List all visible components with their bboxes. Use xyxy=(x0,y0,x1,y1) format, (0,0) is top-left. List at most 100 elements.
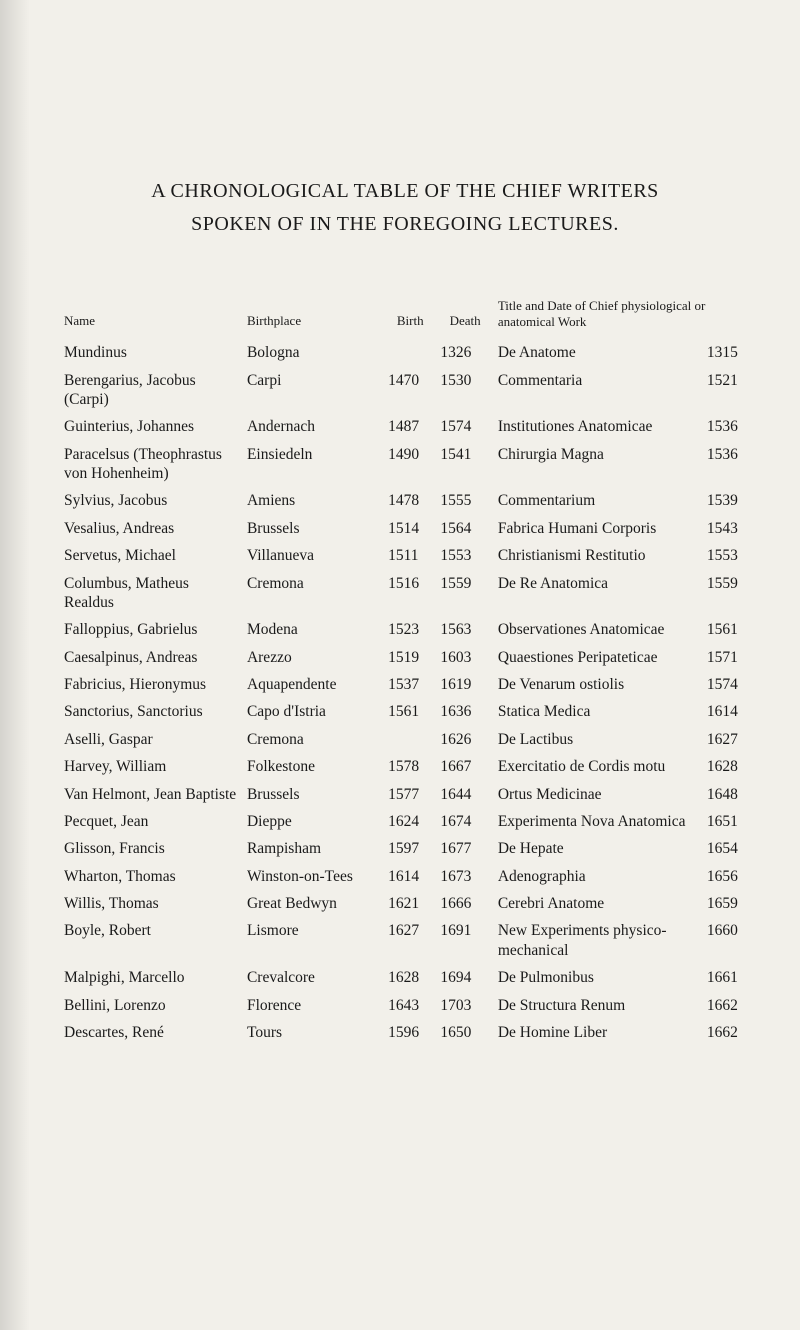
cell-work: Quaestiones Peripateticae xyxy=(494,644,703,671)
header-birth: Birth xyxy=(384,296,436,339)
cell-workdate: 1662 xyxy=(703,992,750,1019)
cell-birthplace: Cremona xyxy=(243,570,384,617)
cell-death: 1619 xyxy=(436,671,493,698)
cell-birthplace: Dieppe xyxy=(243,808,384,835)
cell-birthplace: Aquapendente xyxy=(243,671,384,698)
cell-work: De Pulmonibus xyxy=(494,964,703,991)
cell-name: Willis, Thomas xyxy=(60,890,243,917)
cell-workdate: 1660 xyxy=(703,917,750,964)
cell-birthplace: Carpi xyxy=(243,367,384,414)
table-header-row: Name Birthplace Birth Death Title and Da… xyxy=(60,296,750,339)
cell-name: Paracelsus (Theophrastus von Hohenheim) xyxy=(60,441,243,488)
cell-death: 1530 xyxy=(436,367,493,414)
table-row: Harvey, WilliamFolkestone15781667Exercit… xyxy=(60,753,750,780)
cell-birth: 1614 xyxy=(384,863,436,890)
cell-birthplace: Great Bedwyn xyxy=(243,890,384,917)
table-row: Malpighi, MarcelloCrevalcore16281694De P… xyxy=(60,964,750,991)
cell-birthplace: Einsiedeln xyxy=(243,441,384,488)
cell-work: Institutiones Anatomicae xyxy=(494,413,703,440)
cell-work: Exercitatio de Cordis motu xyxy=(494,753,703,780)
table-row: Servetus, MichaelVillanueva15111553Chris… xyxy=(60,542,750,569)
title-line-1: A CHRONOLOGICAL TABLE OF THE CHIEF WRITE… xyxy=(60,180,750,203)
cell-work: Experimenta Nova Anatomica xyxy=(494,808,703,835)
cell-work: Cerebri Anatome xyxy=(494,890,703,917)
cell-birthplace: Tours xyxy=(243,1019,384,1046)
cell-birth: 1596 xyxy=(384,1019,436,1046)
cell-death: 1564 xyxy=(436,515,493,542)
table-body: MundinusBologna1326De Anatome1315Berenga… xyxy=(60,339,750,1046)
cell-name: Van Helmont, Jean Baptiste xyxy=(60,781,243,808)
cell-name: Boyle, Robert xyxy=(60,917,243,964)
cell-work: New Experiments physico-mechanical xyxy=(494,917,703,964)
cell-birthplace: Capo d'Istria xyxy=(243,698,384,725)
header-name: Name xyxy=(60,296,243,339)
cell-name: Glisson, Francis xyxy=(60,835,243,862)
cell-birth: 1514 xyxy=(384,515,436,542)
cell-name: Sylvius, Jacobus xyxy=(60,487,243,514)
cell-name: Servetus, Michael xyxy=(60,542,243,569)
cell-work: De Structura Renum xyxy=(494,992,703,1019)
cell-workdate: 1536 xyxy=(703,413,750,440)
cell-birth xyxy=(384,339,436,366)
cell-name: Fabricius, Hieronymus xyxy=(60,671,243,698)
cell-work: Fabrica Humani Corporis xyxy=(494,515,703,542)
cell-birthplace: Lismore xyxy=(243,917,384,964)
cell-workdate: 1662 xyxy=(703,1019,750,1046)
cell-birthplace: Folkestone xyxy=(243,753,384,780)
table-row: Columbus, Matheus RealdusCremona15161559… xyxy=(60,570,750,617)
cell-work: Ortus Medicinae xyxy=(494,781,703,808)
cell-workdate: 1648 xyxy=(703,781,750,808)
writers-table: Name Birthplace Birth Death Title and Da… xyxy=(60,296,750,1046)
table-row: Falloppius, GabrielusModena15231563Obser… xyxy=(60,616,750,643)
table-row: Willis, ThomasGreat Bedwyn16211666Cerebr… xyxy=(60,890,750,917)
cell-workdate: 1571 xyxy=(703,644,750,671)
cell-work: Observationes Anatomicae xyxy=(494,616,703,643)
cell-birth: 1624 xyxy=(384,808,436,835)
cell-work: De Anatome xyxy=(494,339,703,366)
table-row: Pecquet, JeanDieppe16241674Experimenta N… xyxy=(60,808,750,835)
cell-birth: 1537 xyxy=(384,671,436,698)
title-block: A CHRONOLOGICAL TABLE OF THE CHIEF WRITE… xyxy=(60,180,750,236)
cell-workdate: 1661 xyxy=(703,964,750,991)
cell-birth: 1578 xyxy=(384,753,436,780)
cell-work: Commentarium xyxy=(494,487,703,514)
cell-death: 1666 xyxy=(436,890,493,917)
cell-death: 1559 xyxy=(436,570,493,617)
cell-birthplace: Brussels xyxy=(243,515,384,542)
cell-work: De Homine Liber xyxy=(494,1019,703,1046)
cell-workdate: 1628 xyxy=(703,753,750,780)
cell-birthplace: Bologna xyxy=(243,339,384,366)
cell-workdate: 1315 xyxy=(703,339,750,366)
cell-death: 1694 xyxy=(436,964,493,991)
cell-name: Caesalpinus, Andreas xyxy=(60,644,243,671)
cell-name: Bellini, Lorenzo xyxy=(60,992,243,1019)
cell-birthplace: Villanueva xyxy=(243,542,384,569)
table-row: Bellini, LorenzoFlorence16431703De Struc… xyxy=(60,992,750,1019)
cell-birth: 1478 xyxy=(384,487,436,514)
cell-workdate: 1536 xyxy=(703,441,750,488)
cell-name: Sanctorius, Sanctorius xyxy=(60,698,243,725)
cell-birth: 1519 xyxy=(384,644,436,671)
cell-workdate: 1561 xyxy=(703,616,750,643)
cell-work: De Hepate xyxy=(494,835,703,862)
cell-birth: 1628 xyxy=(384,964,436,991)
title-line-2: SPOKEN OF IN THE FOREGOING LECTURES. xyxy=(60,213,750,236)
table-row: Caesalpinus, AndreasArezzo15191603Quaest… xyxy=(60,644,750,671)
cell-birth: 1621 xyxy=(384,890,436,917)
cell-death: 1555 xyxy=(436,487,493,514)
cell-workdate: 1543 xyxy=(703,515,750,542)
cell-name: Berengarius, Jacobus (Carpi) xyxy=(60,367,243,414)
cell-work: De Venarum ostiolis xyxy=(494,671,703,698)
cell-death: 1626 xyxy=(436,726,493,753)
cell-birthplace: Winston-on-Tees xyxy=(243,863,384,890)
cell-death: 1644 xyxy=(436,781,493,808)
cell-workdate: 1627 xyxy=(703,726,750,753)
cell-death: 1650 xyxy=(436,1019,493,1046)
cell-death: 1691 xyxy=(436,917,493,964)
table-row: Vesalius, AndreasBrussels15141564Fabrica… xyxy=(60,515,750,542)
cell-name: Vesalius, Andreas xyxy=(60,515,243,542)
cell-birth: 1523 xyxy=(384,616,436,643)
table-row: Sanctorius, SanctoriusCapo d'Istria15611… xyxy=(60,698,750,725)
cell-name: Pecquet, Jean xyxy=(60,808,243,835)
cell-name: Columbus, Matheus Realdus xyxy=(60,570,243,617)
